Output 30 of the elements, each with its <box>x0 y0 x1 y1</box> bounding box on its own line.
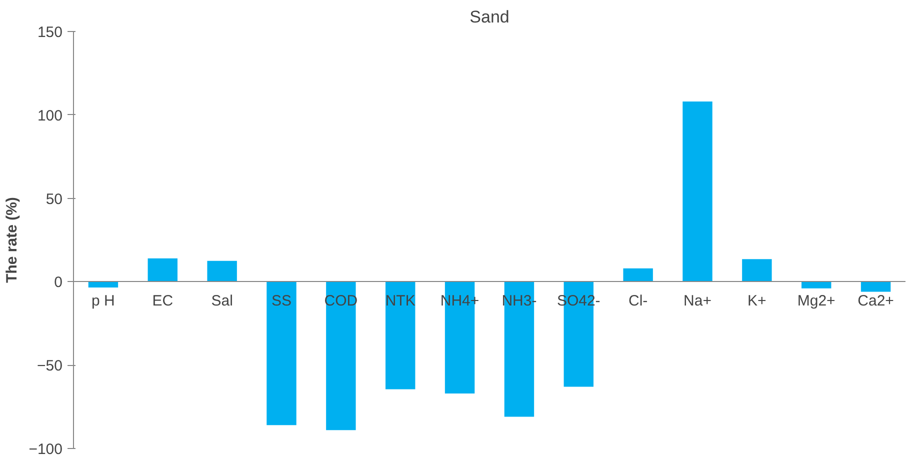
chart-title: Sand <box>470 8 510 26</box>
y-tick-label: −50 <box>37 358 63 375</box>
y-axis-title: The rate (%) <box>4 197 21 283</box>
x-tick-label: Ca2+ <box>858 292 894 310</box>
y-tick-label: 100 <box>37 107 63 124</box>
x-tick-label: Sal <box>211 292 233 310</box>
y-tick-label: −100 <box>28 441 63 458</box>
x-tick-label: Mg2+ <box>797 292 836 310</box>
bar <box>326 282 356 430</box>
bar <box>682 102 712 282</box>
bar <box>802 282 832 288</box>
bar <box>386 282 416 390</box>
y-tick-label: 50 <box>46 190 63 208</box>
bar <box>266 282 296 426</box>
x-tick-label: NTK <box>385 292 416 310</box>
bar <box>860 282 891 292</box>
x-tick-label: p H <box>92 292 115 310</box>
x-tick-label: Na+ <box>684 292 712 310</box>
bar <box>88 282 118 288</box>
bar <box>504 282 534 417</box>
x-tick-label: SS <box>271 292 292 310</box>
x-tick-label: EC <box>152 292 174 310</box>
y-tick-label: 150 <box>37 24 63 41</box>
bar <box>623 268 653 282</box>
bar <box>742 259 772 282</box>
bar <box>207 260 237 282</box>
x-tick-label: K+ <box>748 292 767 310</box>
x-tick-label: Cl- <box>628 292 648 310</box>
y-tick-label: 0 <box>54 274 62 292</box>
bar <box>148 258 178 282</box>
